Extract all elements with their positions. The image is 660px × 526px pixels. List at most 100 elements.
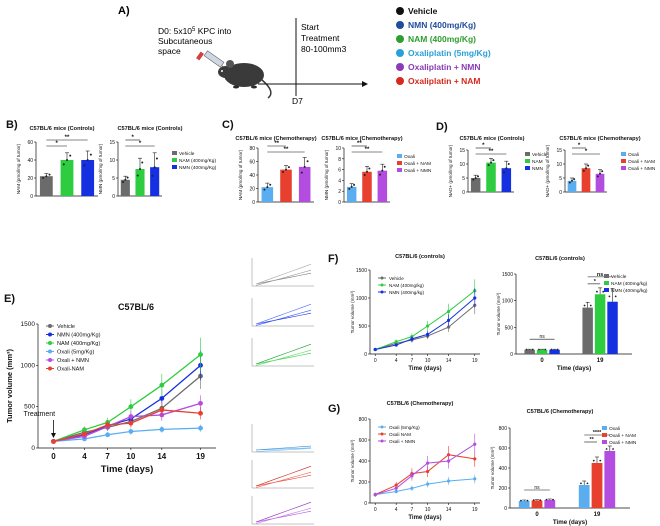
data-point [410, 474, 414, 478]
data-point [538, 348, 540, 351]
legend-label: Vehicle [532, 152, 548, 158]
series-line [53, 354, 201, 442]
data-point [472, 178, 475, 181]
data-point [520, 499, 522, 502]
chart-title: C57BL/6 mice (Controls) [460, 136, 525, 142]
legend-marker [48, 366, 52, 371]
bar [549, 349, 560, 354]
legend-label: Vehicle [57, 324, 75, 330]
x-axis-label: Time (days) [408, 366, 441, 372]
legend-label: Oxali + NAM [404, 161, 431, 167]
legend-label: Oxaliplatin + NMN [408, 62, 481, 72]
legend-label: Oxali [609, 426, 620, 432]
y-tick-label: 1500 [356, 268, 367, 274]
start-line-1: Start [301, 22, 320, 32]
individual-growth-thumbnail [251, 424, 314, 453]
y-tick-label: 15 [556, 148, 562, 154]
data-point [126, 176, 129, 179]
legend-dot [396, 35, 404, 43]
data-point [394, 483, 398, 487]
legend-marker [380, 276, 384, 280]
y-tick-label: 1000 [356, 296, 367, 302]
y-tick-label: 500 [24, 404, 35, 411]
legend-swatch [172, 158, 177, 162]
data-point [426, 469, 430, 474]
chart-title: C57BL/6 mice (Chemotherapy) [235, 136, 316, 142]
data-point [474, 177, 477, 179]
bar [604, 451, 616, 508]
x-tick-label: 0 [374, 507, 377, 513]
chart-title: C57BL/6 mice (Chemotherapy) [321, 136, 402, 142]
data-point [477, 175, 480, 178]
legend-marker [380, 439, 384, 443]
legend-swatch [172, 151, 177, 155]
data-point [282, 171, 285, 174]
treatment-arrowhead [50, 433, 56, 438]
thumb-line [255, 312, 312, 325]
legend-label: Oxali + NMN [57, 358, 89, 364]
data-point [128, 404, 134, 410]
legend-dot [396, 63, 404, 71]
data-point [285, 168, 287, 171]
data-point [159, 396, 165, 401]
chart-title: C57BL/6 [118, 302, 154, 312]
series-line [375, 443, 476, 496]
chart-b2: C57BL/6 mice (Controls) 0 5 10 15 NMN (pmol/m… [98, 126, 217, 200]
data-point [426, 324, 430, 328]
legend-marker [380, 432, 384, 436]
significance-label: ** [589, 437, 594, 443]
x-axis-label: Time (days) [408, 515, 441, 521]
data-point [573, 178, 576, 181]
y-tick-label: 1500 [21, 321, 36, 328]
data-point [531, 348, 534, 351]
thumb-line [255, 501, 312, 523]
y-tick-label: 60 [27, 140, 33, 146]
data-point [198, 410, 203, 416]
legend-swatch [604, 288, 609, 292]
chart-d2: C57BL/6 mice (Chemotherapy) 0 5 10 15 NAD+ (p… [545, 136, 656, 197]
y-tick-label: 0 [462, 190, 465, 196]
data-point [153, 166, 156, 169]
x-tick-label: 4 [82, 452, 87, 461]
x-tick-label: 4 [395, 358, 398, 364]
x-tick-label: 19 [196, 452, 205, 461]
chart-c2: C57BL/6 mice (Chemotherapy) 0 2 4 6 8 10 NMN (p… [321, 136, 431, 206]
data-point [568, 181, 571, 184]
legend-swatch [525, 159, 530, 163]
data-point [128, 414, 134, 419]
data-point [266, 186, 269, 189]
bar [591, 463, 603, 508]
data-point [151, 174, 154, 177]
series-line [375, 297, 476, 351]
legend-marker [48, 332, 52, 337]
legend-label: Oxali + NMN [628, 166, 656, 172]
data-point [139, 168, 141, 170]
y-tick-label: 15 [459, 148, 465, 154]
y-tick-label: 15 [109, 140, 115, 146]
data-point [82, 431, 87, 437]
y-tick-label: 600 [499, 446, 508, 452]
y-tick-label: 500 [359, 324, 368, 330]
legend-marker [48, 358, 52, 362]
legend-label: Vehicle [611, 274, 627, 280]
y-tick-label: 10 [109, 158, 115, 164]
y-tick-label: 400 [499, 466, 508, 472]
data-point [269, 183, 272, 186]
data-point [306, 160, 309, 163]
mouse-icon [218, 60, 272, 99]
data-point [378, 173, 381, 176]
series-line [53, 427, 201, 443]
panel-letter: G) [328, 403, 341, 415]
data-point [124, 178, 127, 181]
legend-label: Oxali + NMN [404, 168, 432, 174]
x-tick-label: 19 [472, 507, 478, 513]
series-line [53, 409, 201, 443]
bar [536, 349, 548, 354]
y-tick-label: 400 [359, 459, 368, 465]
significance-label: ** [365, 147, 370, 153]
x-axis-label: Time (days) [557, 365, 591, 372]
y-tick-label: 500 [505, 325, 514, 331]
data-point [550, 348, 553, 351]
data-point [487, 164, 490, 167]
